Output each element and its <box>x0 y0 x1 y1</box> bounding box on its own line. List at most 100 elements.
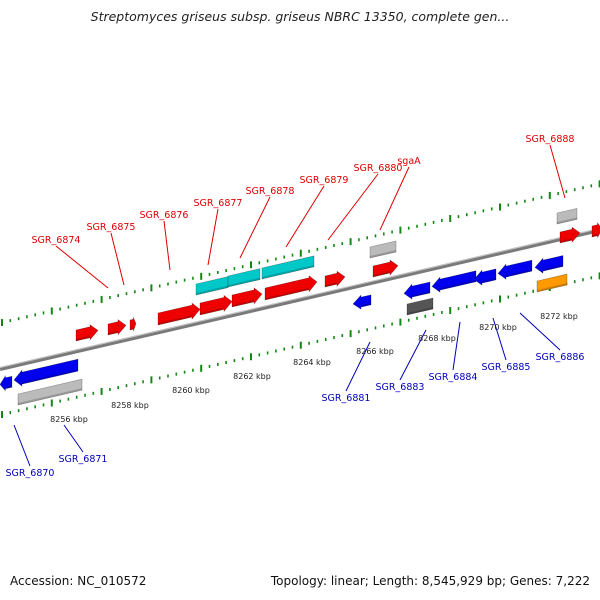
gene-label-top: SGR_6878 <box>246 186 295 197</box>
gene-label-top: SGR_6888 <box>526 134 575 145</box>
genome-line-highlight <box>0 228 600 368</box>
gene-arrow-fwd[interactable] <box>199 294 233 316</box>
gene-arrow-fwd[interactable] <box>231 287 263 308</box>
gene-arrow-rev-shade <box>482 277 496 284</box>
gene-arrow-rev-shade <box>543 264 563 272</box>
gene-arrow-rev[interactable] <box>13 358 79 387</box>
feature-orange-shade <box>537 283 567 292</box>
feature-cyan-shade <box>262 264 314 279</box>
gene-arrow-rev[interactable] <box>534 255 564 274</box>
gene-arrow-rev-shade <box>361 302 371 308</box>
feature-gray[interactable] <box>556 207 578 225</box>
feature-gray-shade <box>18 388 82 405</box>
gene-label-top: sgaA <box>397 156 421 167</box>
gene-arrow-rev[interactable] <box>431 270 477 293</box>
gene-arrow-rev[interactable] <box>352 294 372 310</box>
gene-label-top: SGR_6874 <box>32 235 81 246</box>
genome-line <box>0 228 600 371</box>
map-title: Streptomyces griseus subsp. griseus NBRC… <box>90 9 510 24</box>
feature-dark-shade <box>407 306 433 315</box>
gene-arrow-fwd[interactable] <box>264 275 318 301</box>
gene-arrow-fwd-shade <box>200 307 224 315</box>
gene-arrow-fwd[interactable] <box>372 259 399 278</box>
gene-arrow-rev[interactable] <box>473 268 497 286</box>
gene-arrow-fwd-shade <box>373 271 390 277</box>
gene-arrow-fwd-shade <box>158 315 192 325</box>
gene-label-top: SGR_6879 <box>300 175 349 186</box>
gene-arrow-fwd-shade <box>592 233 598 237</box>
gene-arrow-fwd-shade <box>108 330 118 335</box>
gene-label-bottom: SGR_6871 <box>59 454 108 465</box>
scale-label: 8270 kbp <box>479 323 517 332</box>
gene-arrow-fwd-shade <box>265 287 309 300</box>
leader-line-top <box>110 232 125 286</box>
gene-labels: SGR_6874 SGR_6875 SGR_6876 SGR_6877SGR_6878… <box>6 134 585 479</box>
leader-line-top <box>163 220 171 271</box>
gene-arrow-rev[interactable] <box>497 259 533 280</box>
feature-cyan[interactable] <box>195 276 229 296</box>
gene-arrow-rev[interactable] <box>403 281 431 300</box>
feature-orange[interactable] <box>536 273 568 293</box>
gene-arrow-rev[interactable] <box>0 374 13 392</box>
scale-label: 8262 kbp <box>233 372 271 381</box>
leader-line-top <box>327 173 379 241</box>
scale-label: 8268 kbp <box>418 334 456 343</box>
gene-label-bottom: SGR_6881 <box>322 393 371 404</box>
gene-label-bottom: SGR_6870 <box>6 468 55 479</box>
gene-label-bottom: SGR_6885 <box>482 362 531 373</box>
scale-label: 8256 kbp <box>50 415 88 424</box>
gene-arrow-rev-shade <box>22 369 78 385</box>
scale-label: 8266 kbp <box>356 347 394 356</box>
leader-line-top <box>207 208 219 266</box>
gene-label-top: SGR_6875 <box>87 222 136 233</box>
gene-arrow-fwd-shade <box>76 335 90 341</box>
feature-cyan-shade <box>196 285 228 295</box>
gene-label-bottom: SGR_6884 <box>429 372 478 383</box>
scale-label: 8272 kbp <box>540 312 578 321</box>
scale-label: 8260 kbp <box>172 386 210 395</box>
scale-label: 8264 kbp <box>293 358 331 367</box>
gene-arrow-fwd[interactable] <box>559 226 581 244</box>
feature-dark[interactable] <box>406 297 434 316</box>
genome-summary-text: Topology: linear; Length: 8,545,929 bp; … <box>270 574 590 588</box>
gene-label-bottom: SGR_6883 <box>376 382 425 393</box>
gene-label-top: SGR_6876 <box>140 210 189 221</box>
gene-arrow-fwd[interactable] <box>75 324 99 342</box>
feature-gray-shade <box>370 249 396 258</box>
gene-arrow-fwd[interactable] <box>107 319 127 336</box>
leader-line-top <box>285 185 325 248</box>
leader-line-top <box>379 166 410 231</box>
gene-label-top: SGR_6880 <box>354 163 403 174</box>
feature-gray[interactable] <box>17 378 83 406</box>
feature-gray-shade <box>557 217 577 224</box>
gene-label-bottom: SGR_6886 <box>536 352 585 363</box>
leader-line-bottom <box>13 424 31 467</box>
leader-line-top <box>549 144 566 199</box>
leader-line-bottom <box>519 312 561 351</box>
bottom-tick-row <box>1 272 600 419</box>
accession-text: Accession: NC_010572 <box>10 574 147 588</box>
gene-arrow-rev-shade <box>440 279 476 291</box>
leader-line-bottom <box>63 424 84 453</box>
feature-cyan[interactable] <box>261 255 315 280</box>
leader-line-top <box>55 245 109 289</box>
top-tick-row <box>1 180 600 327</box>
gene-arrow-rev-shade <box>5 385 12 389</box>
leader-line-bottom <box>492 317 507 361</box>
feature-gray[interactable] <box>369 240 397 259</box>
feature-cyan[interactable] <box>227 268 261 288</box>
gene-arrow-fwd-shade <box>130 327 134 330</box>
gene-arrow-fwd[interactable] <box>324 270 346 288</box>
scale-label: 8258 kbp <box>111 401 149 410</box>
gene-arrow-fwd-shade <box>560 238 572 243</box>
gene-arrow-fwd-shade <box>325 282 337 287</box>
gene-arrow-fwd[interactable] <box>129 317 137 332</box>
gene-arrow-fwd[interactable] <box>157 302 201 326</box>
leader-line-bottom <box>452 321 461 371</box>
leader-line-top <box>239 196 271 259</box>
gene-label-top: SGR_6877 <box>194 198 243 209</box>
gene-arrow-fwd-shade <box>232 299 254 307</box>
gene-features[interactable] <box>0 207 600 406</box>
gene-arrow-rev-shade <box>506 269 532 278</box>
